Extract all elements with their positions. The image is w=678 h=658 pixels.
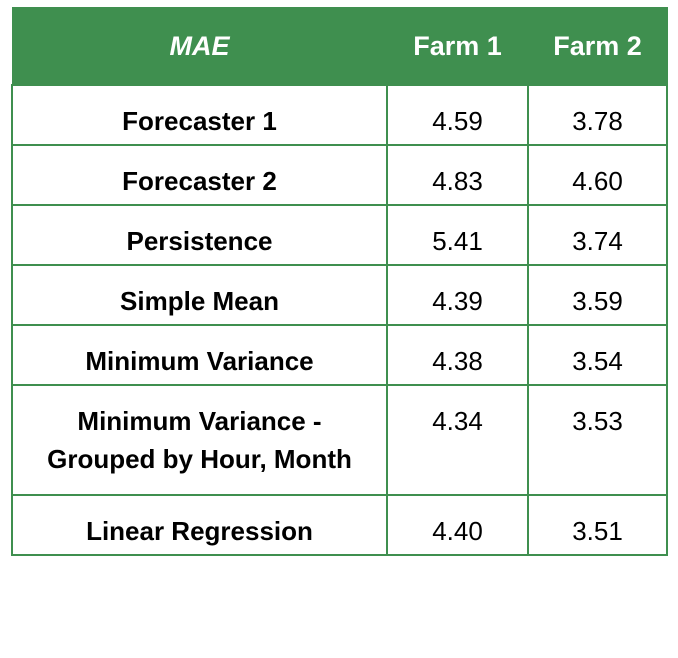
row-label: Minimum Variance xyxy=(11,324,388,386)
table-row: Forecaster 1 4.59 3.78 xyxy=(11,84,668,146)
farm-2-value: 3.51 xyxy=(527,494,668,556)
header-farm-1: Farm 1 xyxy=(386,7,529,86)
farm-2-value: 3.54 xyxy=(527,324,668,386)
header-farm-2: Farm 2 xyxy=(527,7,668,86)
header-row: MAE Farm 1 Farm 2 xyxy=(11,7,668,86)
row-label: Persistence xyxy=(11,204,388,266)
farm-2-value: 4.60 xyxy=(527,144,668,206)
row-label: Simple Mean xyxy=(11,264,388,326)
farm-1-value: 4.34 xyxy=(386,384,529,496)
row-label: Forecaster 1 xyxy=(11,84,388,146)
table-row: Minimum Variance - Grouped by Hour, Mont… xyxy=(11,384,668,496)
farm-1-value: 4.38 xyxy=(386,324,529,386)
farm-2-value: 3.53 xyxy=(527,384,668,496)
row-label: Minimum Variance - Grouped by Hour, Mont… xyxy=(11,384,388,496)
table-row: Minimum Variance 4.38 3.54 xyxy=(11,324,668,386)
farm-1-value: 4.40 xyxy=(386,494,529,556)
farm-2-value: 3.78 xyxy=(527,84,668,146)
farm-1-value: 4.39 xyxy=(386,264,529,326)
row-label: Linear Regression xyxy=(11,494,388,556)
header-metric: MAE xyxy=(11,7,388,86)
farm-1-value: 4.83 xyxy=(386,144,529,206)
farm-1-value: 5.41 xyxy=(386,204,529,266)
table-row: Simple Mean 4.39 3.59 xyxy=(11,264,668,326)
table-row: Persistence 5.41 3.74 xyxy=(11,204,668,266)
farm-2-value: 3.74 xyxy=(527,204,668,266)
row-label: Forecaster 2 xyxy=(11,144,388,206)
mae-table: MAE Farm 1 Farm 2 Forecaster 1 4.59 3.78… xyxy=(11,7,668,556)
table-row: Linear Regression 4.40 3.51 xyxy=(11,494,668,556)
farm-1-value: 4.59 xyxy=(386,84,529,146)
farm-2-value: 3.59 xyxy=(527,264,668,326)
table-row: Forecaster 2 4.83 4.60 xyxy=(11,144,668,206)
